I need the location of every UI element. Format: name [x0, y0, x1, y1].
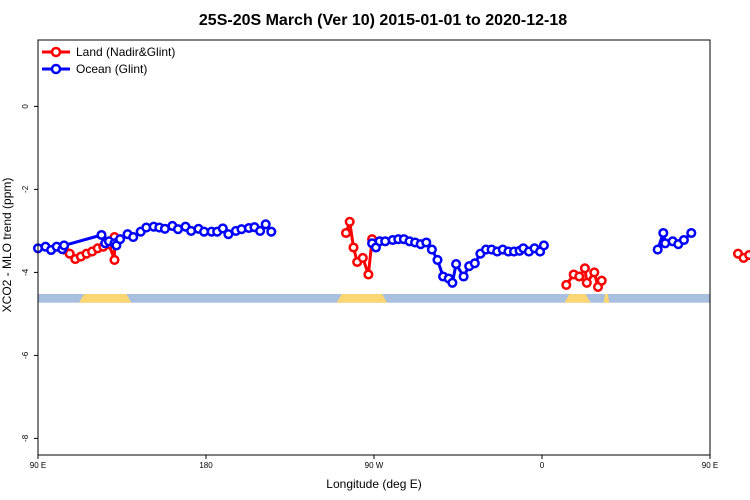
- series-ocean-point: [469, 258, 480, 269]
- chart-title: 25S-20S March (Ver 10) 2015-01-01 to 202…: [199, 12, 567, 29]
- y-tick-label: -8: [21, 434, 30, 442]
- series-land-point: [579, 263, 590, 274]
- series-ocean-point: [128, 232, 139, 243]
- legend-land-label: Land (Nadir&Glint): [76, 45, 175, 59]
- x-tick-label: 90 W: [365, 461, 384, 470]
- series-land-point: [109, 254, 120, 265]
- series-ocean-point: [678, 234, 689, 246]
- series-land-point: [64, 248, 75, 259]
- series-ocean-point: [96, 229, 107, 241]
- y-tick-label: -2: [21, 185, 30, 193]
- series-ocean: [32, 219, 697, 288]
- series-ocean-point: [59, 240, 70, 251]
- series-ocean-point: [652, 244, 663, 255]
- series-land-point: [589, 267, 600, 278]
- series-land-point: [340, 227, 352, 239]
- x-axis-ticks: 90 E 180 90 W 0 90 E: [30, 455, 718, 470]
- y-tick-label: -6: [21, 351, 30, 359]
- series-land-point: [596, 275, 607, 286]
- x-tick-label: 90 E: [702, 461, 718, 470]
- series-ocean-point: [115, 234, 126, 245]
- legend-land-marker: [50, 46, 62, 58]
- series-ocean-point: [217, 223, 228, 234]
- series-land-point: [581, 277, 592, 288]
- legend-ocean-label: Ocean (Glint): [76, 62, 147, 76]
- series-land-point: [348, 242, 359, 253]
- series-layer: [32, 216, 750, 292]
- series-ocean-point: [266, 226, 277, 237]
- land-ocean-mask: [38, 293, 710, 303]
- series-ocean-point: [658, 227, 669, 239]
- series-ocean-point: [538, 240, 549, 251]
- y-axis-label: XCO2 - MLO trend (ppm): [0, 178, 14, 313]
- series-land-point: [744, 249, 750, 261]
- mask-land-patch: [564, 293, 591, 303]
- series-ocean-point: [686, 227, 697, 239]
- x-tick-label: 0: [540, 461, 545, 470]
- legend-ocean-marker: [50, 63, 62, 75]
- y-axis-ticks: 0 -2 -4 -6 -8: [21, 104, 38, 442]
- series-land-point: [357, 252, 368, 263]
- series-ocean-point: [426, 244, 437, 255]
- series-ocean-point: [421, 237, 432, 248]
- series-ocean-point: [447, 277, 458, 288]
- series-ocean-point: [255, 225, 266, 236]
- series-ocean-point: [458, 271, 469, 282]
- mask-land-patch: [603, 293, 610, 303]
- y-tick-label: 0: [21, 104, 30, 109]
- series-land-point: [561, 279, 572, 290]
- legend: Land (Nadir&Glint) Ocean (Glint): [42, 45, 175, 76]
- series-ocean-point: [451, 259, 462, 270]
- series-land-point: [574, 271, 585, 282]
- x-tick-label: 90 E: [30, 461, 46, 470]
- mask-land-patch: [336, 293, 388, 303]
- y-tick-label: -4: [21, 268, 30, 276]
- x-tick-label: 180: [199, 461, 213, 470]
- series-ocean-point: [260, 219, 271, 230]
- series-land-point: [344, 216, 355, 227]
- x-axis-label: Longitude (deg E): [326, 477, 421, 491]
- series-ocean-point: [432, 254, 443, 265]
- series-land-point: [363, 269, 374, 280]
- mask-land-patch: [79, 293, 132, 303]
